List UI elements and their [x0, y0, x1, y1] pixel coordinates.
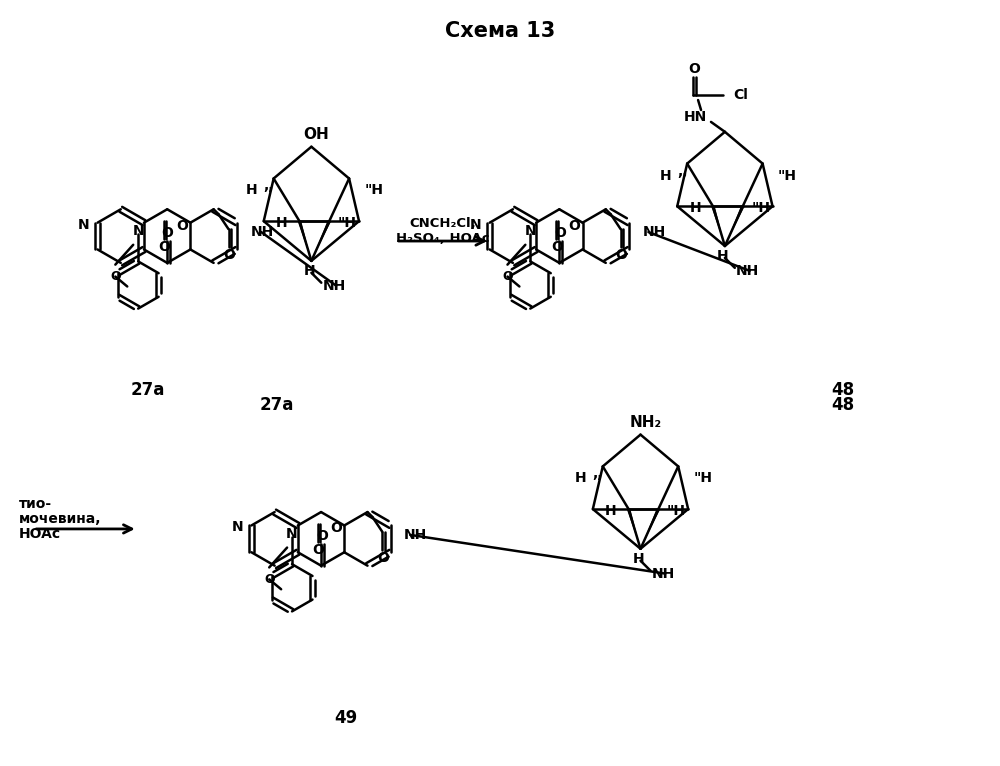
Text: O: O [264, 573, 275, 586]
Text: H: H [717, 249, 729, 263]
Text: NH: NH [642, 225, 666, 239]
Text: 49: 49 [334, 709, 358, 727]
Text: H: H [605, 504, 617, 518]
Polygon shape [311, 221, 331, 261]
Text: OH: OH [303, 127, 329, 142]
Text: ,,: ,, [677, 165, 687, 178]
Text: NH: NH [736, 264, 759, 278]
Text: тио-: тио- [19, 497, 52, 511]
Text: Cl: Cl [733, 88, 748, 102]
Text: O: O [569, 218, 581, 233]
Text: O: O [616, 248, 628, 262]
Text: N: N [525, 224, 536, 238]
Text: ,,: ,, [263, 179, 274, 194]
Text: N: N [286, 527, 298, 541]
Polygon shape [627, 509, 641, 548]
Text: O: O [316, 529, 328, 543]
Text: N: N [470, 218, 482, 231]
Text: Схема 13: Схема 13 [445, 21, 555, 41]
Text: NH₂: NH₂ [629, 415, 662, 430]
Text: 27a: 27a [259, 396, 294, 414]
Text: O: O [551, 240, 563, 254]
Text: O: O [224, 248, 235, 262]
Text: O: O [313, 542, 324, 557]
Text: H: H [660, 169, 671, 182]
Polygon shape [725, 205, 744, 246]
Text: O: O [502, 270, 513, 283]
Text: O: O [330, 522, 342, 535]
Text: "H: "H [751, 201, 770, 215]
Text: мочевина,: мочевина, [19, 512, 101, 526]
Text: CNCH₂Cl,: CNCH₂Cl, [409, 217, 476, 230]
Polygon shape [298, 221, 311, 261]
Text: "H: "H [694, 471, 713, 486]
Text: H: H [575, 471, 587, 486]
Text: NH: NH [323, 279, 346, 293]
Text: HN: HN [683, 110, 707, 124]
Text: 27a: 27a [130, 381, 165, 399]
Text: O: O [161, 226, 173, 240]
Text: O: O [554, 226, 566, 240]
Text: NH: NH [250, 225, 274, 239]
Text: "H: "H [338, 216, 357, 230]
Polygon shape [711, 206, 725, 246]
Text: O: O [377, 551, 389, 565]
Text: "H: "H [667, 504, 686, 518]
Text: O: O [688, 62, 700, 77]
Text: N: N [132, 224, 144, 238]
Text: ,,: ,, [593, 467, 603, 481]
Text: H: H [246, 183, 258, 198]
Text: H: H [689, 201, 701, 215]
Text: H: H [304, 264, 315, 278]
Text: N: N [232, 520, 243, 535]
Text: 48: 48 [831, 381, 854, 399]
Text: NH: NH [652, 567, 675, 581]
Text: H: H [633, 552, 644, 566]
Text: N: N [78, 218, 90, 231]
Polygon shape [641, 509, 660, 548]
Text: 48: 48 [831, 396, 854, 414]
Text: O: O [177, 218, 188, 233]
Text: O: O [110, 270, 121, 283]
Text: NH: NH [404, 528, 427, 542]
Text: O: O [159, 240, 171, 254]
Text: H: H [276, 216, 287, 230]
Text: "H: "H [364, 183, 383, 198]
Text: "H: "H [778, 169, 797, 182]
Text: HOAc: HOAc [19, 527, 61, 541]
Text: H₂SO₄, HOAc: H₂SO₄, HOAc [396, 231, 489, 244]
